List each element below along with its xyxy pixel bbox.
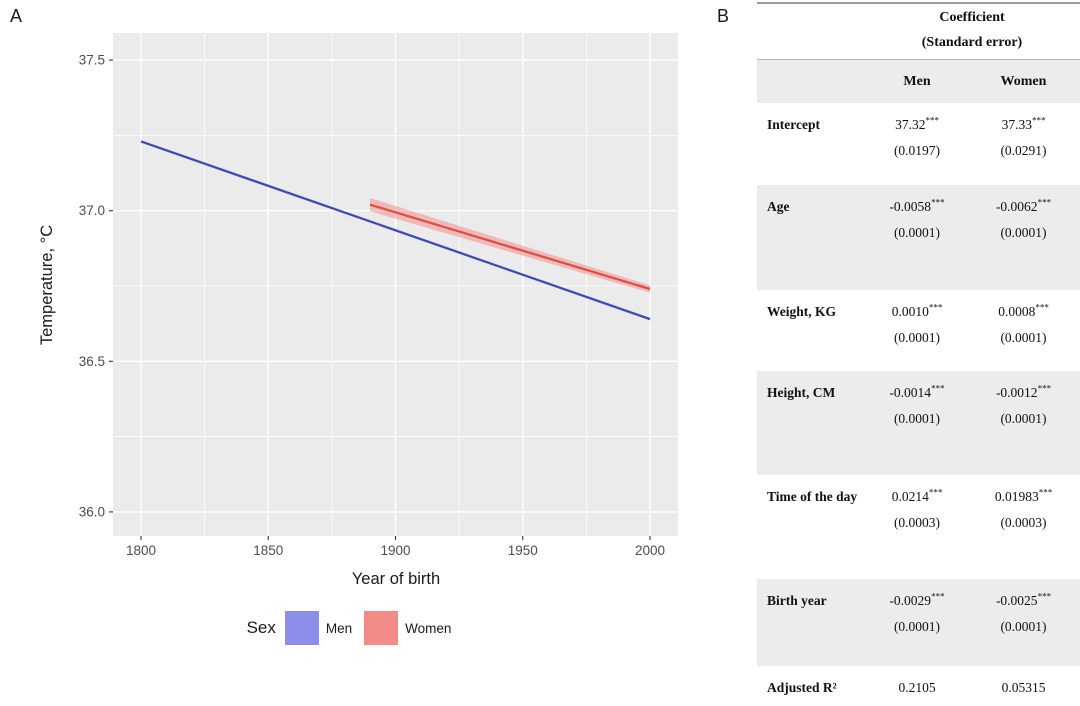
- x-tick-label: 1800: [126, 543, 156, 558]
- table-row: Age -0.0058*** (0.0001) -0.0062*** (0.0001): [757, 185, 1080, 290]
- row-label: Adjusted R²: [767, 680, 837, 695]
- legend-items: Men Women: [284, 611, 464, 645]
- women-value: -0.0012*** (0.0001): [995, 383, 1052, 426]
- regression-line-men: [140, 140, 651, 321]
- row-label: Weight, KG: [767, 304, 837, 319]
- column-header-women: Women: [1000, 73, 1047, 89]
- men-value: 0.2105: [898, 680, 936, 695]
- x-axis-title: Year of birth: [352, 570, 440, 588]
- table-header-row: Men Women: [757, 60, 1080, 103]
- y-tick-label: 37.5: [79, 53, 105, 68]
- women-value: 37.33*** (0.0291): [1000, 115, 1047, 158]
- women-value: 0.0008*** (0.0001): [998, 302, 1049, 345]
- y-tick-label: 36.0: [79, 504, 105, 519]
- table-title-line1: Coefficient: [939, 10, 1005, 25]
- women-value: 0.01983*** (0.0003): [994, 487, 1053, 530]
- legend-label-women: Women: [405, 620, 452, 636]
- table-title: Coefficient (Standard error): [757, 4, 1080, 59]
- table-row: Intercept 37.32*** (0.0197) 37.33*** (0.0291…: [757, 103, 1080, 185]
- table-row: Adjusted R² 0.2105 0.05315: [757, 666, 1080, 704]
- table-top-rule: [757, 2, 1080, 4]
- women-value: 0.05315: [1001, 680, 1046, 695]
- panel-a-label: A: [10, 6, 23, 26]
- table-row: Weight, KG 0.0010*** (0.0001) 0.0008*** (0.0…: [757, 290, 1080, 371]
- women-value: -0.0025*** (0.0001): [995, 591, 1052, 634]
- panel-b-label: B: [717, 6, 730, 26]
- regression-line-women: [369, 203, 651, 291]
- y-tick-label: 36.5: [79, 354, 105, 369]
- legend-swatch-women: [364, 611, 399, 645]
- men-value: -0.0058*** (0.0001): [889, 197, 945, 240]
- temperature-chart-panel: 1800 1850 1900 1950 2000 36.0 36.5 37.0 37.5 Yea…: [0, 33, 710, 648]
- legend-label-men: Men: [325, 620, 353, 636]
- men-value: -0.0014*** (0.0001): [889, 383, 945, 426]
- row-label: Intercept: [767, 117, 820, 132]
- table-body: Intercept 37.32*** (0.0197) 37.33*** (0.0291…: [757, 103, 1080, 704]
- line-chart: 1800 1850 1900 1950 2000 36.0 36.5 37.0 37.5 Yea…: [38, 33, 678, 588]
- men-value: 37.32*** (0.0197): [893, 115, 941, 158]
- x-tick-label: 1950: [508, 543, 538, 558]
- table-row: Height, CM -0.0014*** (0.0001) -0.0012*** (0…: [757, 371, 1080, 475]
- table-header-rule: [757, 59, 1080, 60]
- x-tick-label: 1900: [380, 543, 410, 558]
- y-axis-title: Temperature, °C: [38, 225, 56, 345]
- legend-title: Sex: [246, 618, 276, 637]
- table-row: Birth year -0.0029*** (0.0001) -0.0025*** (0…: [757, 579, 1080, 666]
- column-header-men: Men: [903, 73, 931, 89]
- men-value: 0.0214*** (0.0003): [891, 487, 943, 530]
- table-title-line2: (Standard error): [921, 35, 1023, 50]
- men-value: 0.0010*** (0.0001): [891, 302, 943, 345]
- legend-swatch-men: [284, 611, 319, 645]
- plot-layer: 1800 1850 1900 1950 2000 36.0 36.5 37.0 37.5: [79, 33, 678, 558]
- y-tick-label: 37.0: [79, 203, 105, 218]
- row-label: Age: [767, 199, 790, 214]
- men-value: -0.0029*** (0.0001): [889, 591, 945, 634]
- chart-legend: Sex Men Women: [0, 608, 710, 648]
- row-label: Height, CM: [767, 385, 836, 400]
- coefficient-table: Coefficient (Standard error) Men Women I…: [757, 0, 1080, 706]
- x-tick-label: 1850: [253, 543, 283, 558]
- women-value: -0.0062*** (0.0001): [995, 197, 1052, 240]
- x-tick-label: 2000: [635, 543, 665, 558]
- table-row: Time of the day 0.0214*** (0.0003) 0.01983*…: [757, 475, 1080, 579]
- row-label: Time of the day: [767, 489, 858, 504]
- row-label: Birth year: [767, 593, 827, 608]
